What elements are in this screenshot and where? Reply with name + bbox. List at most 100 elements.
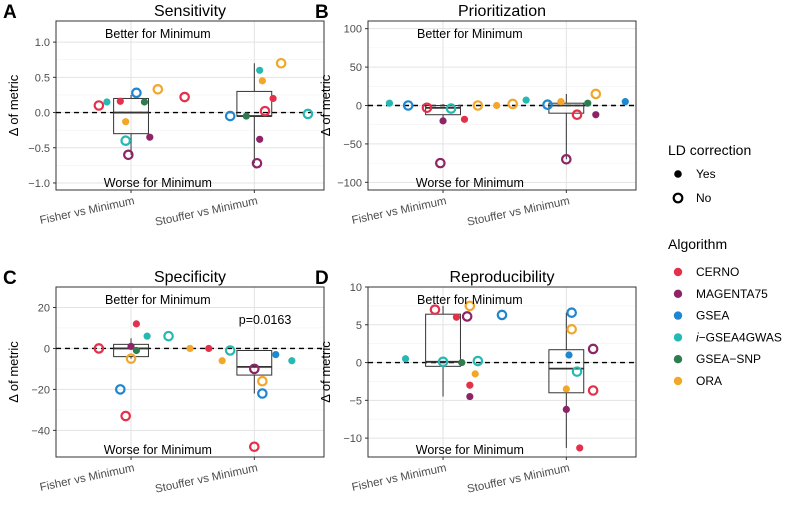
point-cerno-ld-no	[429, 304, 441, 315]
point-i-gsea4gwas-ld-no	[437, 356, 449, 368]
panel-c: −40 −20 0 20 Fisher vs Minimum Stouffer vs Mi…	[3, 268, 325, 496]
point-cerno-ld-yes	[269, 94, 277, 103]
point-ora-ld-no	[152, 84, 164, 95]
plot-border	[367, 286, 637, 458]
data-points	[93, 57, 314, 169]
panel-title: Reproducibility	[450, 269, 555, 286]
plot-background	[368, 287, 636, 457]
boxplot-fisher	[113, 94, 149, 155]
worse-annotation: Worse for Minimum	[104, 443, 212, 457]
point-ora-ld-yes	[493, 101, 501, 110]
legend-ld-title: LD correction	[668, 142, 751, 158]
y-axis: −10 −5 0 5 10	[343, 282, 368, 445]
point-i-gsea4gwas-ld-yes	[288, 357, 296, 365]
panel-a: −1.0 −0.5 0.0 0.5 1.0 Fisher vs Minimum Stouff…	[3, 2, 325, 229]
y-tick-label: 100	[344, 24, 362, 36]
point-i-gsea4gwas-ld-yes	[385, 99, 394, 107]
point-gsea-snp-ld-yes	[584, 99, 592, 107]
x-axis: Fisher vs Minimum Stouffer vs Minimum	[351, 457, 571, 496]
point-gsea-ld-no	[115, 384, 126, 395]
point-ora-ld-no	[125, 353, 137, 364]
point-cerno-ld-no	[421, 102, 433, 114]
legend-algorithm-title: Algorithm	[668, 236, 727, 252]
y-tick-label: −20	[31, 384, 50, 396]
point-ora-ld-yes	[557, 98, 565, 106]
point-i-gsea4gwas-ld-yes	[401, 355, 410, 363]
legend-ld-label: No	[696, 191, 712, 205]
point-cerno-ld-yes	[460, 115, 469, 123]
better-annotation: Better for Minimum	[417, 27, 523, 41]
legend-label-gsea-snp: GSEA−SNP	[696, 352, 761, 366]
x-axis: Fisher vs Minimum Stouffer vs Minimum	[351, 190, 571, 229]
y-tick-label: −0.5	[28, 143, 50, 155]
point-gsea-ld-no	[257, 388, 268, 399]
legend-label-ora: ORA	[696, 374, 722, 388]
point-i-gsea4gwas-ld-no	[472, 355, 484, 367]
data-points	[385, 88, 629, 169]
point-i-gsea4gwas-ld-no	[120, 135, 131, 147]
legend-swatch-ora	[673, 376, 683, 386]
gridlines	[56, 21, 324, 190]
point-gsea-ld-no	[131, 87, 142, 99]
point-magenta75-ld-yes	[127, 342, 135, 350]
boxplot-stouffer	[236, 348, 273, 394]
point-gsea-ld-no	[566, 307, 577, 318]
point-ora-ld-no	[507, 98, 519, 110]
worse-annotation: Worse for Minimum	[104, 176, 212, 190]
legend-swatch-cerno	[673, 267, 683, 277]
panels: −1.0 −0.5 0.0 0.5 1.0 Fisher vs Minimum Stouff…	[3, 2, 637, 496]
point-i-gsea4gwas-ld-yes	[103, 98, 111, 106]
point-gsea-ld-no	[224, 110, 236, 122]
point-cerno-ld-no	[120, 410, 131, 422]
point-ora-ld-no	[464, 300, 476, 312]
point-cerno-ld-no	[93, 100, 105, 111]
point-magenta75-ld-yes	[146, 133, 154, 141]
worse-annotation: Worse for Minimum	[416, 176, 524, 190]
point-i-gsea4gwas-ld-no	[302, 108, 314, 120]
point-i-gsea4gwas-ld-no	[163, 330, 174, 342]
plot-background	[56, 287, 324, 457]
point-ora-ld-yes	[471, 370, 479, 378]
x-tick-label: Stouffer vs Minimum	[154, 195, 259, 228]
y-axis: −1.0 −0.5 0.0 0.5 1.0	[28, 37, 56, 190]
point-i-gsea4gwas-ld-yes	[522, 96, 530, 104]
point-cerno-ld-yes	[132, 320, 140, 328]
y-axis: −100 −50 0 50 100	[337, 24, 368, 189]
point-ora-ld-yes	[562, 385, 570, 393]
legend-swatch-gsea	[673, 311, 683, 320]
gridlines	[56, 287, 324, 457]
y-tick-label: 10	[350, 282, 362, 294]
legend-ld-no-symbol	[672, 192, 684, 204]
point-magenta75-ld-yes	[466, 392, 474, 401]
point-magenta75-ld-no	[249, 363, 260, 375]
point-magenta75-ld-no	[461, 311, 473, 322]
y-tick-label: 1.0	[35, 37, 50, 49]
data-points	[93, 320, 296, 453]
point-gsea-ld-yes	[565, 351, 573, 359]
legend-label-magenta75: MAGENTA75	[696, 287, 768, 301]
panel-letter: D	[315, 268, 329, 289]
box-iqr	[236, 349, 273, 376]
point-gsea-ld-no	[542, 99, 553, 111]
point-cerno-ld-no	[249, 441, 260, 453]
plot-border	[55, 286, 325, 458]
point-magenta75-ld-no	[435, 157, 446, 169]
y-tick-label: 20	[38, 302, 50, 314]
point-magenta75-ld-no	[561, 153, 572, 165]
point-i-gsea4gwas-ld-yes	[256, 66, 264, 74]
point-cerno-ld-yes	[116, 97, 124, 105]
point-magenta75-ld-no	[123, 149, 134, 161]
point-ora-ld-no	[472, 100, 484, 111]
boxplot-stouffer	[548, 312, 585, 448]
y-tick-label: 0.0	[35, 108, 50, 120]
point-gsea-ld-yes	[621, 98, 629, 106]
point-ora-ld-no	[590, 88, 602, 100]
legend-label-i-gsea4gwas: i−GSEA4GWAS	[696, 330, 782, 344]
point-cerno-ld-no	[571, 109, 583, 121]
point-ora-ld-no	[257, 375, 268, 387]
panel-letter: C	[3, 268, 17, 289]
panel-b: −100 −50 0 50 100 Fisher vs Minimum Stouffer v…	[315, 2, 637, 229]
point-magenta75-ld-no	[251, 157, 263, 169]
legend-swatch-magenta75	[673, 289, 683, 298]
